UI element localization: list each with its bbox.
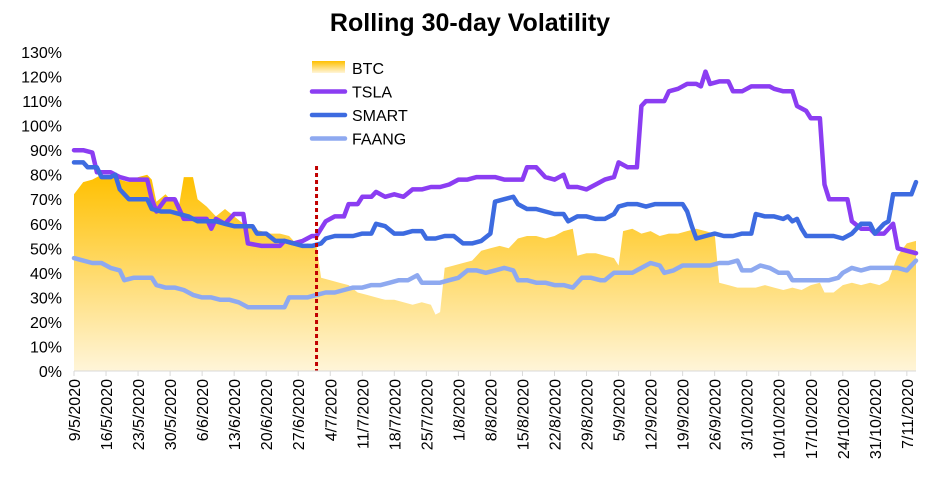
x-tick-label: 30/5/2020 xyxy=(163,379,180,450)
legend-label-smart: SMART xyxy=(352,108,408,125)
x-tick-label: 27/6/2020 xyxy=(291,379,308,450)
y-tick-label: 0% xyxy=(39,364,62,381)
x-tick-label: 4/7/2020 xyxy=(323,379,340,441)
x-tick-label: 29/8/2020 xyxy=(580,379,597,450)
x-tick-label: 23/5/2020 xyxy=(131,379,148,450)
x-tick-label: 26/9/2020 xyxy=(708,379,725,450)
x-tick-label: 17/10/2020 xyxy=(804,379,821,459)
y-tick-label: 10% xyxy=(30,339,62,356)
x-tick-label: 20/6/2020 xyxy=(259,379,276,450)
x-tick-label: 6/6/2020 xyxy=(195,379,212,441)
x-tick-label: 31/10/2020 xyxy=(868,379,885,459)
y-tick-label: 120% xyxy=(21,70,62,87)
y-tick-label: 60% xyxy=(30,217,62,234)
series-layer xyxy=(71,69,919,371)
x-tick-label: 15/8/2020 xyxy=(516,379,533,450)
x-tick-label: 19/9/2020 xyxy=(676,379,693,450)
series-btc-area xyxy=(74,174,916,371)
y-tick-label: 100% xyxy=(21,119,62,136)
x-tick-label: 11/7/2020 xyxy=(355,379,372,449)
y-tick-label: 30% xyxy=(30,290,62,307)
y-tick-label: 20% xyxy=(30,315,62,332)
x-tick-label: 18/7/2020 xyxy=(387,379,404,450)
y-tick-label: 130% xyxy=(21,45,62,62)
legend-label-btc: BTC xyxy=(352,61,384,78)
x-tick-label: 16/5/2020 xyxy=(99,379,116,450)
x-tick-label: 1/8/2020 xyxy=(451,379,468,441)
y-tick-label: 70% xyxy=(30,192,62,209)
y-tick-label: 80% xyxy=(30,168,62,185)
series-smart-line xyxy=(71,160,919,249)
x-tick-label: 7/11/2020 xyxy=(900,379,917,449)
legend-label-tsla: TSLA xyxy=(352,85,392,102)
x-tick-label: 5/9/2020 xyxy=(612,379,629,441)
y-tick-label: 90% xyxy=(30,143,62,160)
x-axis: 9/5/2020 16/5/2020 23/5/2020 30/5/2020 6/6/2… xyxy=(67,370,917,459)
x-tick-label: 25/7/2020 xyxy=(419,379,436,450)
x-tick-label: 13/6/2020 xyxy=(227,379,244,450)
series-tsla-line xyxy=(71,69,919,256)
y-tick-label: 40% xyxy=(30,266,62,283)
chart-title: Rolling 30-day Volatility xyxy=(330,9,610,37)
legend: BTC TSLA SMART FAANG xyxy=(309,61,408,149)
y-tick-label: 50% xyxy=(30,241,62,258)
x-tick-label: 9/5/2020 xyxy=(67,379,84,441)
series-faang-line xyxy=(71,255,919,310)
legend-swatch-btc xyxy=(312,61,345,73)
x-tick-label: 22/8/2020 xyxy=(548,379,565,450)
x-tick-label: 8/8/2020 xyxy=(483,379,500,441)
legend-label-faang: FAANG xyxy=(352,132,406,149)
y-axis: 0% 10% 20% 30% 40% 50% 60% 70% 80% 90% 100% 110% 120… xyxy=(21,45,62,381)
x-tick-label: 12/9/2020 xyxy=(644,379,661,450)
y-tick-label: 110% xyxy=(22,94,62,111)
x-tick-label: 10/10/2020 xyxy=(772,379,789,459)
x-tick-label: 24/10/2020 xyxy=(836,379,853,459)
x-tick-label: 3/10/2020 xyxy=(740,379,757,450)
